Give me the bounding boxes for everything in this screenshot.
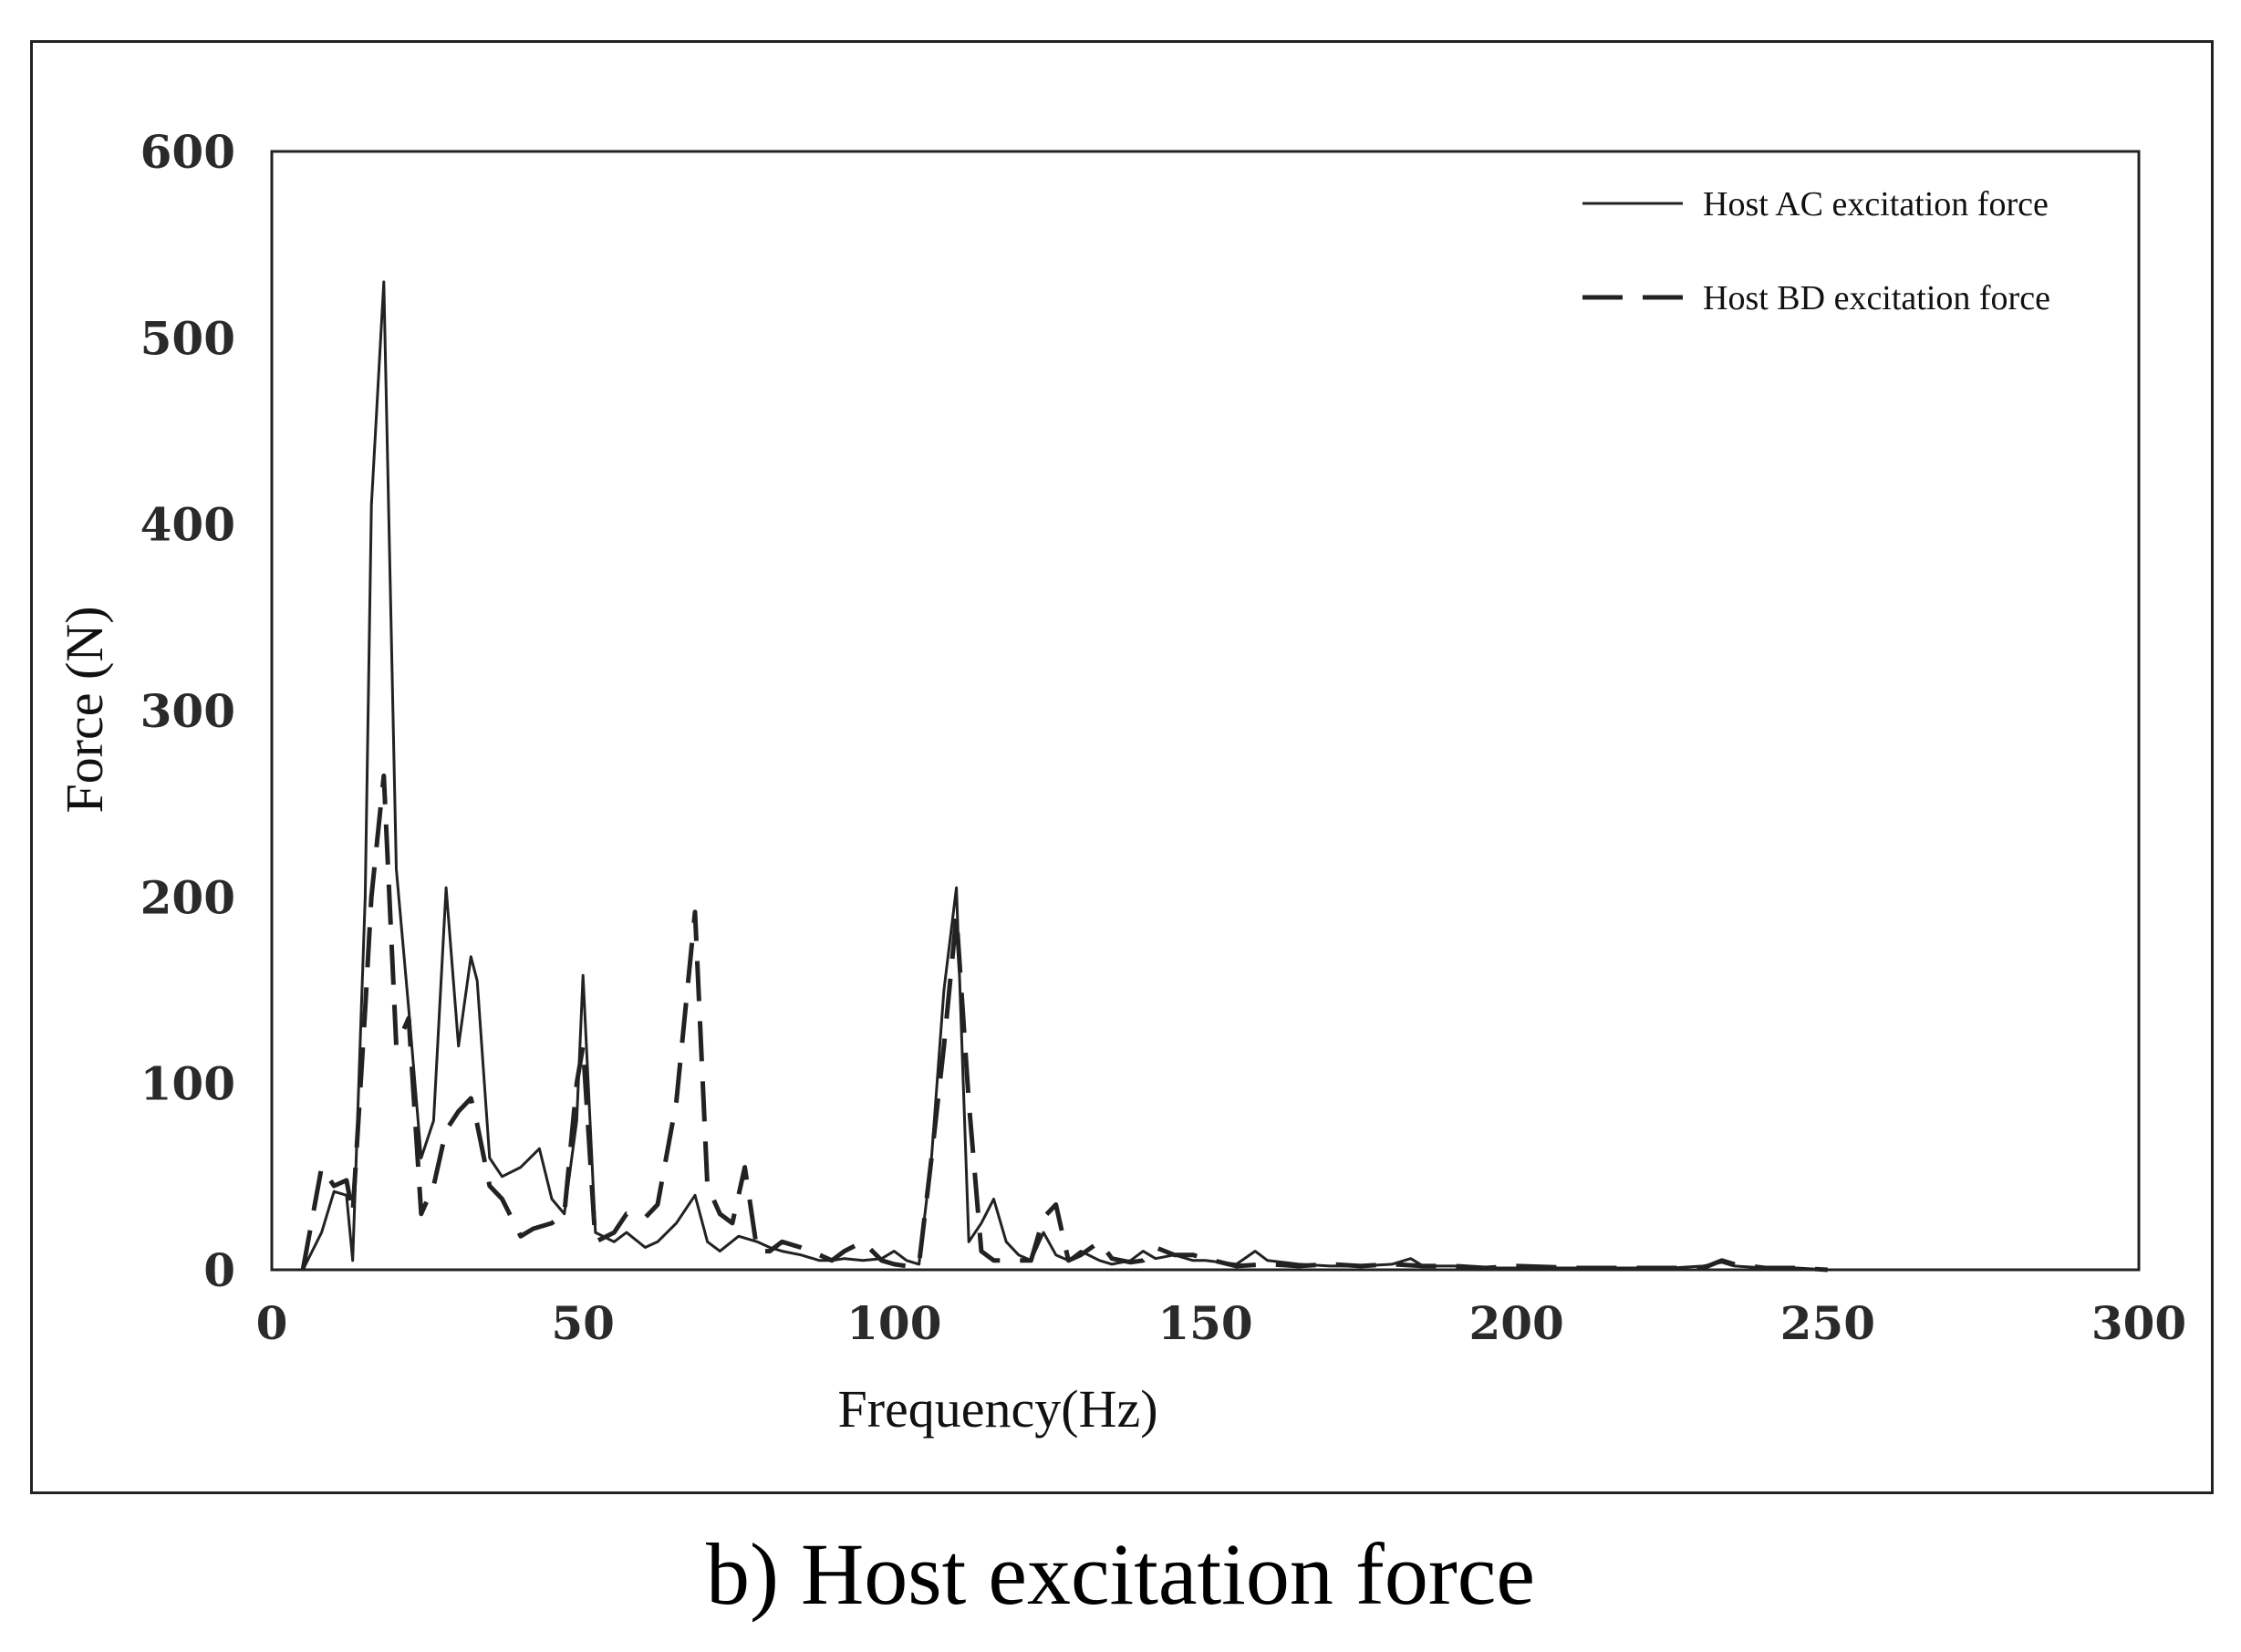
y-tick-label: 100 — [140, 1057, 235, 1111]
x-axis-label: Frequency(Hz) — [837, 1379, 1157, 1439]
series-line-0 — [301, 280, 1828, 1272]
figure-caption: b) Host excitation force — [706, 1525, 1535, 1623]
chart: 0 100 200 300 400 500 600 0 50 100 150 200 250 300 F… — [55, 125, 2187, 1439]
x-tick-labels: 0 50 100 150 200 250 300 — [256, 1296, 2187, 1350]
series-layer — [300, 280, 1828, 1273]
legend: Host AC excitation force Host BD excitat… — [1582, 185, 2050, 317]
y-tick-label: 0 — [203, 1243, 235, 1297]
x-tick-label: 150 — [1157, 1296, 1252, 1350]
x-tick-label: 100 — [846, 1296, 941, 1350]
figure-frame — [30, 40, 2214, 1494]
x-tick-label: 0 — [256, 1296, 288, 1350]
plot-area — [270, 150, 2141, 1272]
y-tick-label: 400 — [140, 498, 235, 552]
series-line-1 — [300, 774, 1828, 1273]
legend-label-ac: Host AC excitation force — [1703, 185, 2049, 223]
y-tick-label: 300 — [140, 684, 235, 738]
x-tick-label: 250 — [1780, 1296, 1875, 1350]
x-tick-label: 50 — [551, 1296, 615, 1350]
y-tick-label: 600 — [140, 125, 235, 179]
y-tick-label: 200 — [140, 870, 235, 924]
x-tick-label: 200 — [1468, 1296, 1563, 1350]
legend-label-bd: Host BD excitation force — [1703, 279, 2050, 317]
y-axis-label: Force (N) — [55, 606, 114, 813]
y-tick-label: 500 — [140, 311, 235, 365]
x-tick-label: 300 — [2091, 1296, 2186, 1350]
y-tick-labels: 0 100 200 300 400 500 600 — [140, 125, 235, 1297]
